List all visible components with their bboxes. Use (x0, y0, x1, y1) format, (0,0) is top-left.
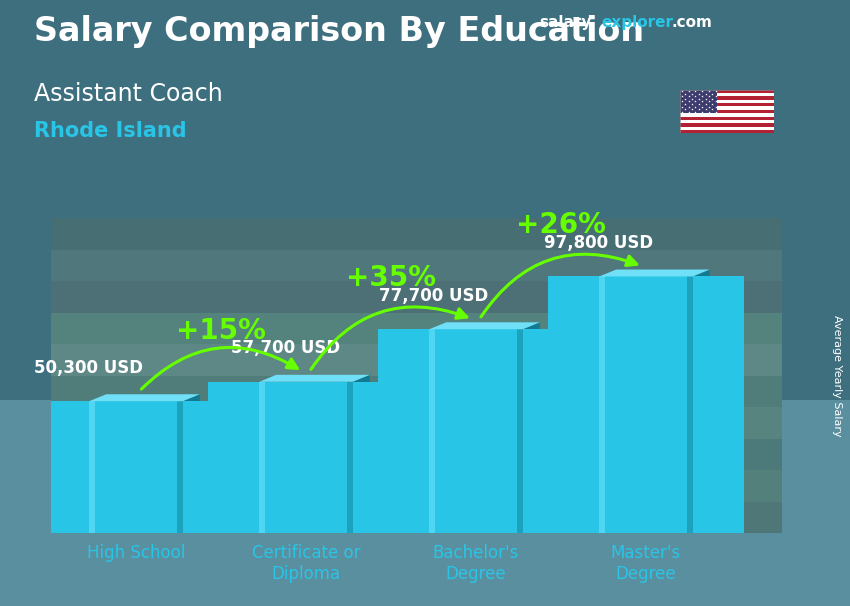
Text: Rhode Island: Rhode Island (34, 121, 187, 141)
Bar (687, 276, 693, 533)
Polygon shape (89, 395, 200, 401)
FancyBboxPatch shape (38, 401, 234, 533)
Bar (347, 382, 353, 533)
Text: explorer: explorer (602, 15, 674, 30)
Bar (680, 116, 774, 120)
Bar (51, 502, 782, 533)
Text: Average Yearly Salary: Average Yearly Salary (832, 315, 842, 436)
Bar (89, 401, 95, 533)
Bar (680, 123, 774, 127)
Bar (680, 93, 774, 96)
Bar (680, 107, 774, 110)
Text: +35%: +35% (346, 264, 436, 292)
Text: 57,700 USD: 57,700 USD (231, 339, 340, 358)
Bar (680, 127, 774, 130)
Bar (680, 103, 774, 107)
Bar (51, 218, 782, 533)
FancyBboxPatch shape (548, 276, 744, 533)
Bar (680, 130, 774, 133)
Polygon shape (353, 375, 370, 533)
Bar (517, 329, 523, 533)
Bar (680, 110, 774, 113)
Text: .com: .com (672, 15, 712, 30)
Bar (680, 113, 774, 116)
Polygon shape (599, 270, 710, 276)
Polygon shape (523, 322, 540, 533)
FancyBboxPatch shape (208, 382, 404, 533)
Bar (680, 90, 717, 113)
Bar (51, 470, 782, 502)
Polygon shape (183, 395, 200, 533)
Bar (51, 281, 782, 313)
Text: Salary Comparison By Education: Salary Comparison By Education (34, 15, 644, 48)
Polygon shape (693, 270, 710, 533)
Bar (680, 96, 774, 100)
Bar (680, 120, 774, 123)
Bar (51, 250, 782, 281)
Bar (51, 439, 782, 470)
Bar (51, 344, 782, 376)
Bar (680, 90, 774, 93)
Bar (51, 376, 782, 407)
Text: +26%: +26% (516, 211, 606, 239)
Text: salary: salary (540, 15, 592, 30)
Text: 97,800 USD: 97,800 USD (544, 234, 653, 252)
Bar (259, 382, 265, 533)
Bar (51, 407, 782, 439)
Bar (51, 313, 782, 344)
Text: Assistant Coach: Assistant Coach (34, 82, 223, 106)
Text: 50,300 USD: 50,300 USD (34, 359, 143, 377)
Polygon shape (259, 375, 370, 382)
Text: +15%: +15% (176, 317, 266, 345)
Text: 77,700 USD: 77,700 USD (379, 287, 488, 305)
FancyBboxPatch shape (378, 329, 574, 533)
Polygon shape (429, 322, 540, 329)
Bar (429, 329, 435, 533)
Bar (599, 276, 605, 533)
Bar (680, 100, 774, 103)
Bar (177, 401, 183, 533)
Bar (51, 218, 782, 250)
